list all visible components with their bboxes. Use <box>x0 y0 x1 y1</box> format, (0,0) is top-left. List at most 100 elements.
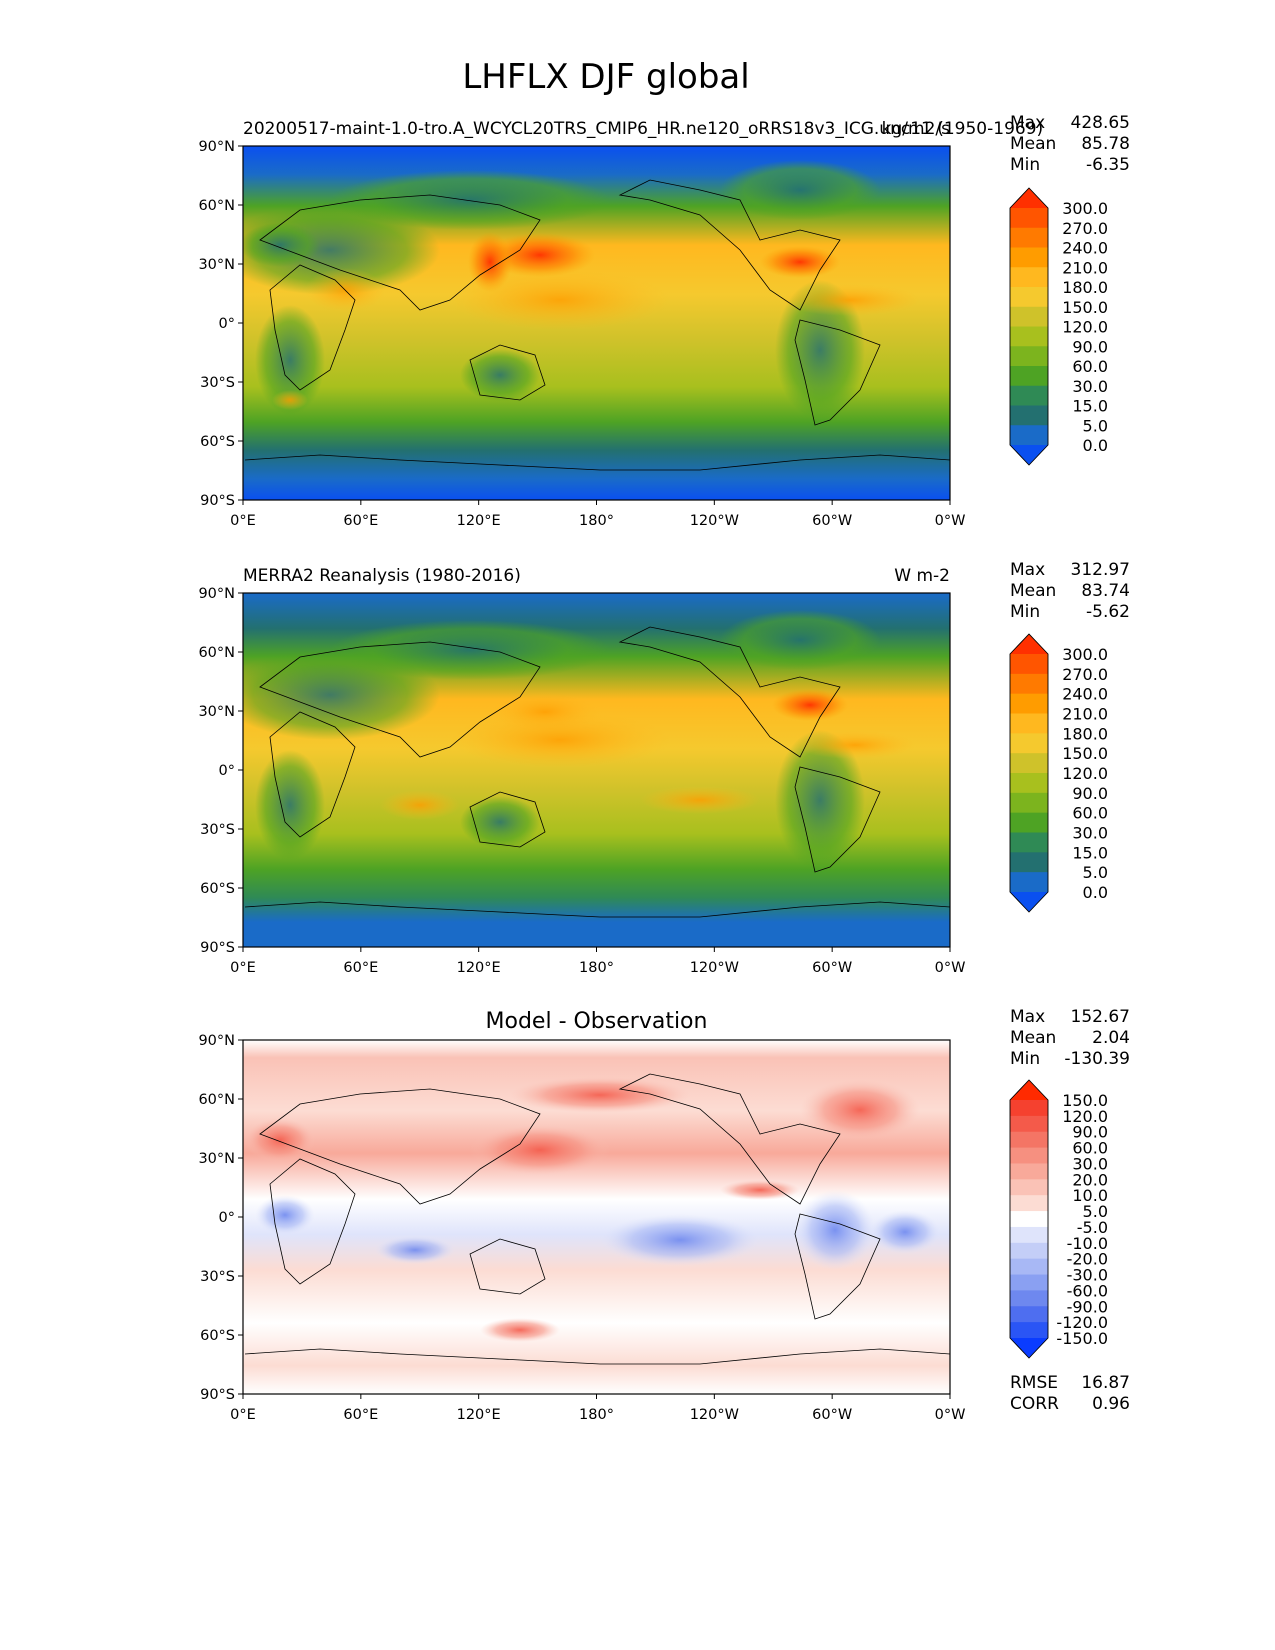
coastline <box>244 901 950 918</box>
panel-title: Model - Observation <box>486 1009 708 1034</box>
panel-difference: 0°E 60°E 120°E 180° 120°W 60°W 0°W 90°N 60°N 30°N… <box>198 1007 1130 1423</box>
colorbar-label: -20.0 <box>1067 1250 1108 1269</box>
field-region <box>510 1077 690 1113</box>
colorbar-segment <box>1010 425 1048 446</box>
colorbar-segment <box>1010 208 1048 229</box>
colorbar-segment <box>1010 346 1048 367</box>
colorbar-label: 90.0 <box>1072 1123 1108 1142</box>
colorbar-segment <box>1010 693 1048 714</box>
stat-value: 85.78 <box>1081 134 1130 154</box>
coastline <box>794 766 881 873</box>
stat-value: 16.87 <box>1081 1373 1130 1393</box>
field-region <box>480 1318 560 1342</box>
colorbar-segment <box>1010 1274 1048 1291</box>
stat-value: 2.04 <box>1092 1028 1130 1048</box>
figure-title: LHFLX DJF global <box>462 57 749 97</box>
colorbar-segment <box>1010 1211 1048 1228</box>
colorbar-label: 270.0 <box>1062 665 1108 684</box>
colorbar-label: 5.0 <box>1083 1202 1108 1221</box>
colorbar-segment <box>1010 1306 1048 1323</box>
colorbar-label: 60.0 <box>1072 357 1108 376</box>
colorbar-outline <box>1009 1079 1049 1359</box>
field-region <box>780 284 920 316</box>
colorbar-label: 90.0 <box>1072 337 1108 356</box>
coastline <box>618 179 841 311</box>
y-tick-label: 60°S <box>200 434 235 450</box>
colorbar-label: 210.0 <box>1062 258 1108 277</box>
colorbar-label: -150.0 <box>1056 1329 1108 1348</box>
field-region <box>600 1214 760 1266</box>
colorbar-segment <box>1010 713 1048 734</box>
x-tick-label: 60°E <box>343 960 378 976</box>
x-tick-label: 120°E <box>457 1407 501 1423</box>
colorbar-label: 15.0 <box>1072 397 1108 416</box>
colorbar-label: 5.0 <box>1083 863 1108 882</box>
colorbar-label: -120.0 <box>1056 1313 1108 1332</box>
colorbar-label: -60.0 <box>1067 1281 1108 1300</box>
stat-value: -6.35 <box>1086 155 1130 175</box>
x-tick-label: 120°W <box>690 960 739 976</box>
colorbar-segment <box>1010 247 1048 268</box>
colorbar-label: 30.0 <box>1072 377 1108 396</box>
coastline <box>469 344 546 401</box>
colorbar-label: 15.0 <box>1072 843 1108 862</box>
y-tick-label: 90°S <box>200 493 235 509</box>
stat-label: Mean <box>1010 134 1056 154</box>
field-region <box>255 750 325 860</box>
x-tick-label: 60°W <box>812 960 852 976</box>
y-tick-label: 90°S <box>200 1387 235 1403</box>
coastline <box>259 194 541 311</box>
colorbar-label: 0.0 <box>1083 883 1108 902</box>
y-tick-label: 30°N <box>198 1151 235 1167</box>
field-region <box>760 246 840 278</box>
y-tick-label: 30°S <box>200 822 235 838</box>
stat-value: 0.96 <box>1092 1394 1130 1414</box>
y-tick-label: 0° <box>219 316 235 332</box>
x-tick-label: 180° <box>579 1407 614 1423</box>
colorbar-segment <box>1010 1147 1048 1164</box>
field-region <box>870 1210 940 1254</box>
colorbar-label: 150.0 <box>1062 1091 1108 1110</box>
colorbar-label: 300.0 <box>1062 199 1108 218</box>
colorbar-label: 60.0 <box>1072 1139 1108 1158</box>
colorbar-extend-min <box>1010 1338 1048 1358</box>
stat-label: Min <box>1010 155 1040 175</box>
colorbar-outline <box>1009 187 1049 466</box>
coastline <box>244 1348 950 1365</box>
x-tick-label: 120°E <box>457 960 501 976</box>
colorbar-extend-max <box>1010 188 1048 208</box>
stat-label: Mean <box>1010 581 1056 601</box>
field-region <box>795 1190 875 1270</box>
field-region <box>375 1236 455 1264</box>
colorbar-segment <box>1010 1258 1048 1276</box>
field-region <box>272 390 308 410</box>
x-tick-label: 60°E <box>343 513 378 529</box>
x-tick-label: 60°W <box>812 1407 852 1423</box>
colorbar-segment <box>1010 267 1048 288</box>
coastline <box>469 1238 546 1295</box>
colorbar-label: 20.0 <box>1072 1170 1108 1189</box>
stat-label: Max <box>1010 113 1045 133</box>
colorbar-segment <box>1010 1242 1048 1260</box>
x-tick-label: 0°E <box>230 1407 256 1423</box>
x-tick-label: 0°W <box>935 513 966 529</box>
y-tick-label: 60°S <box>200 1328 235 1344</box>
colorbar-segment <box>1010 1115 1048 1133</box>
colorbar-label: 300.0 <box>1062 645 1108 664</box>
colorbar-label: 120.0 <box>1062 318 1108 337</box>
colorbar-label: -90.0 <box>1067 1297 1108 1316</box>
stat-value: 83.74 <box>1081 581 1130 601</box>
panel-reference: 0°E 60°E 120°E 180° 120°W 60°W 0°W 90°N 60°N 30°N… <box>198 560 1130 976</box>
colorbar-label: 180.0 <box>1062 724 1108 743</box>
colorbar-segment <box>1010 1322 1048 1339</box>
colorbar-segment <box>1010 654 1048 675</box>
x-tick-label: 120°W <box>690 513 739 529</box>
x-tick-label: 0°E <box>230 960 256 976</box>
colorbar-label: -30.0 <box>1067 1266 1108 1285</box>
colorbar-segment <box>1010 1226 1048 1244</box>
y-tick-label: 90°N <box>198 1033 235 1049</box>
colorbar-segment <box>1010 1163 1048 1180</box>
y-tick-label: 60°N <box>198 198 235 214</box>
stat-value: -5.62 <box>1086 602 1130 622</box>
